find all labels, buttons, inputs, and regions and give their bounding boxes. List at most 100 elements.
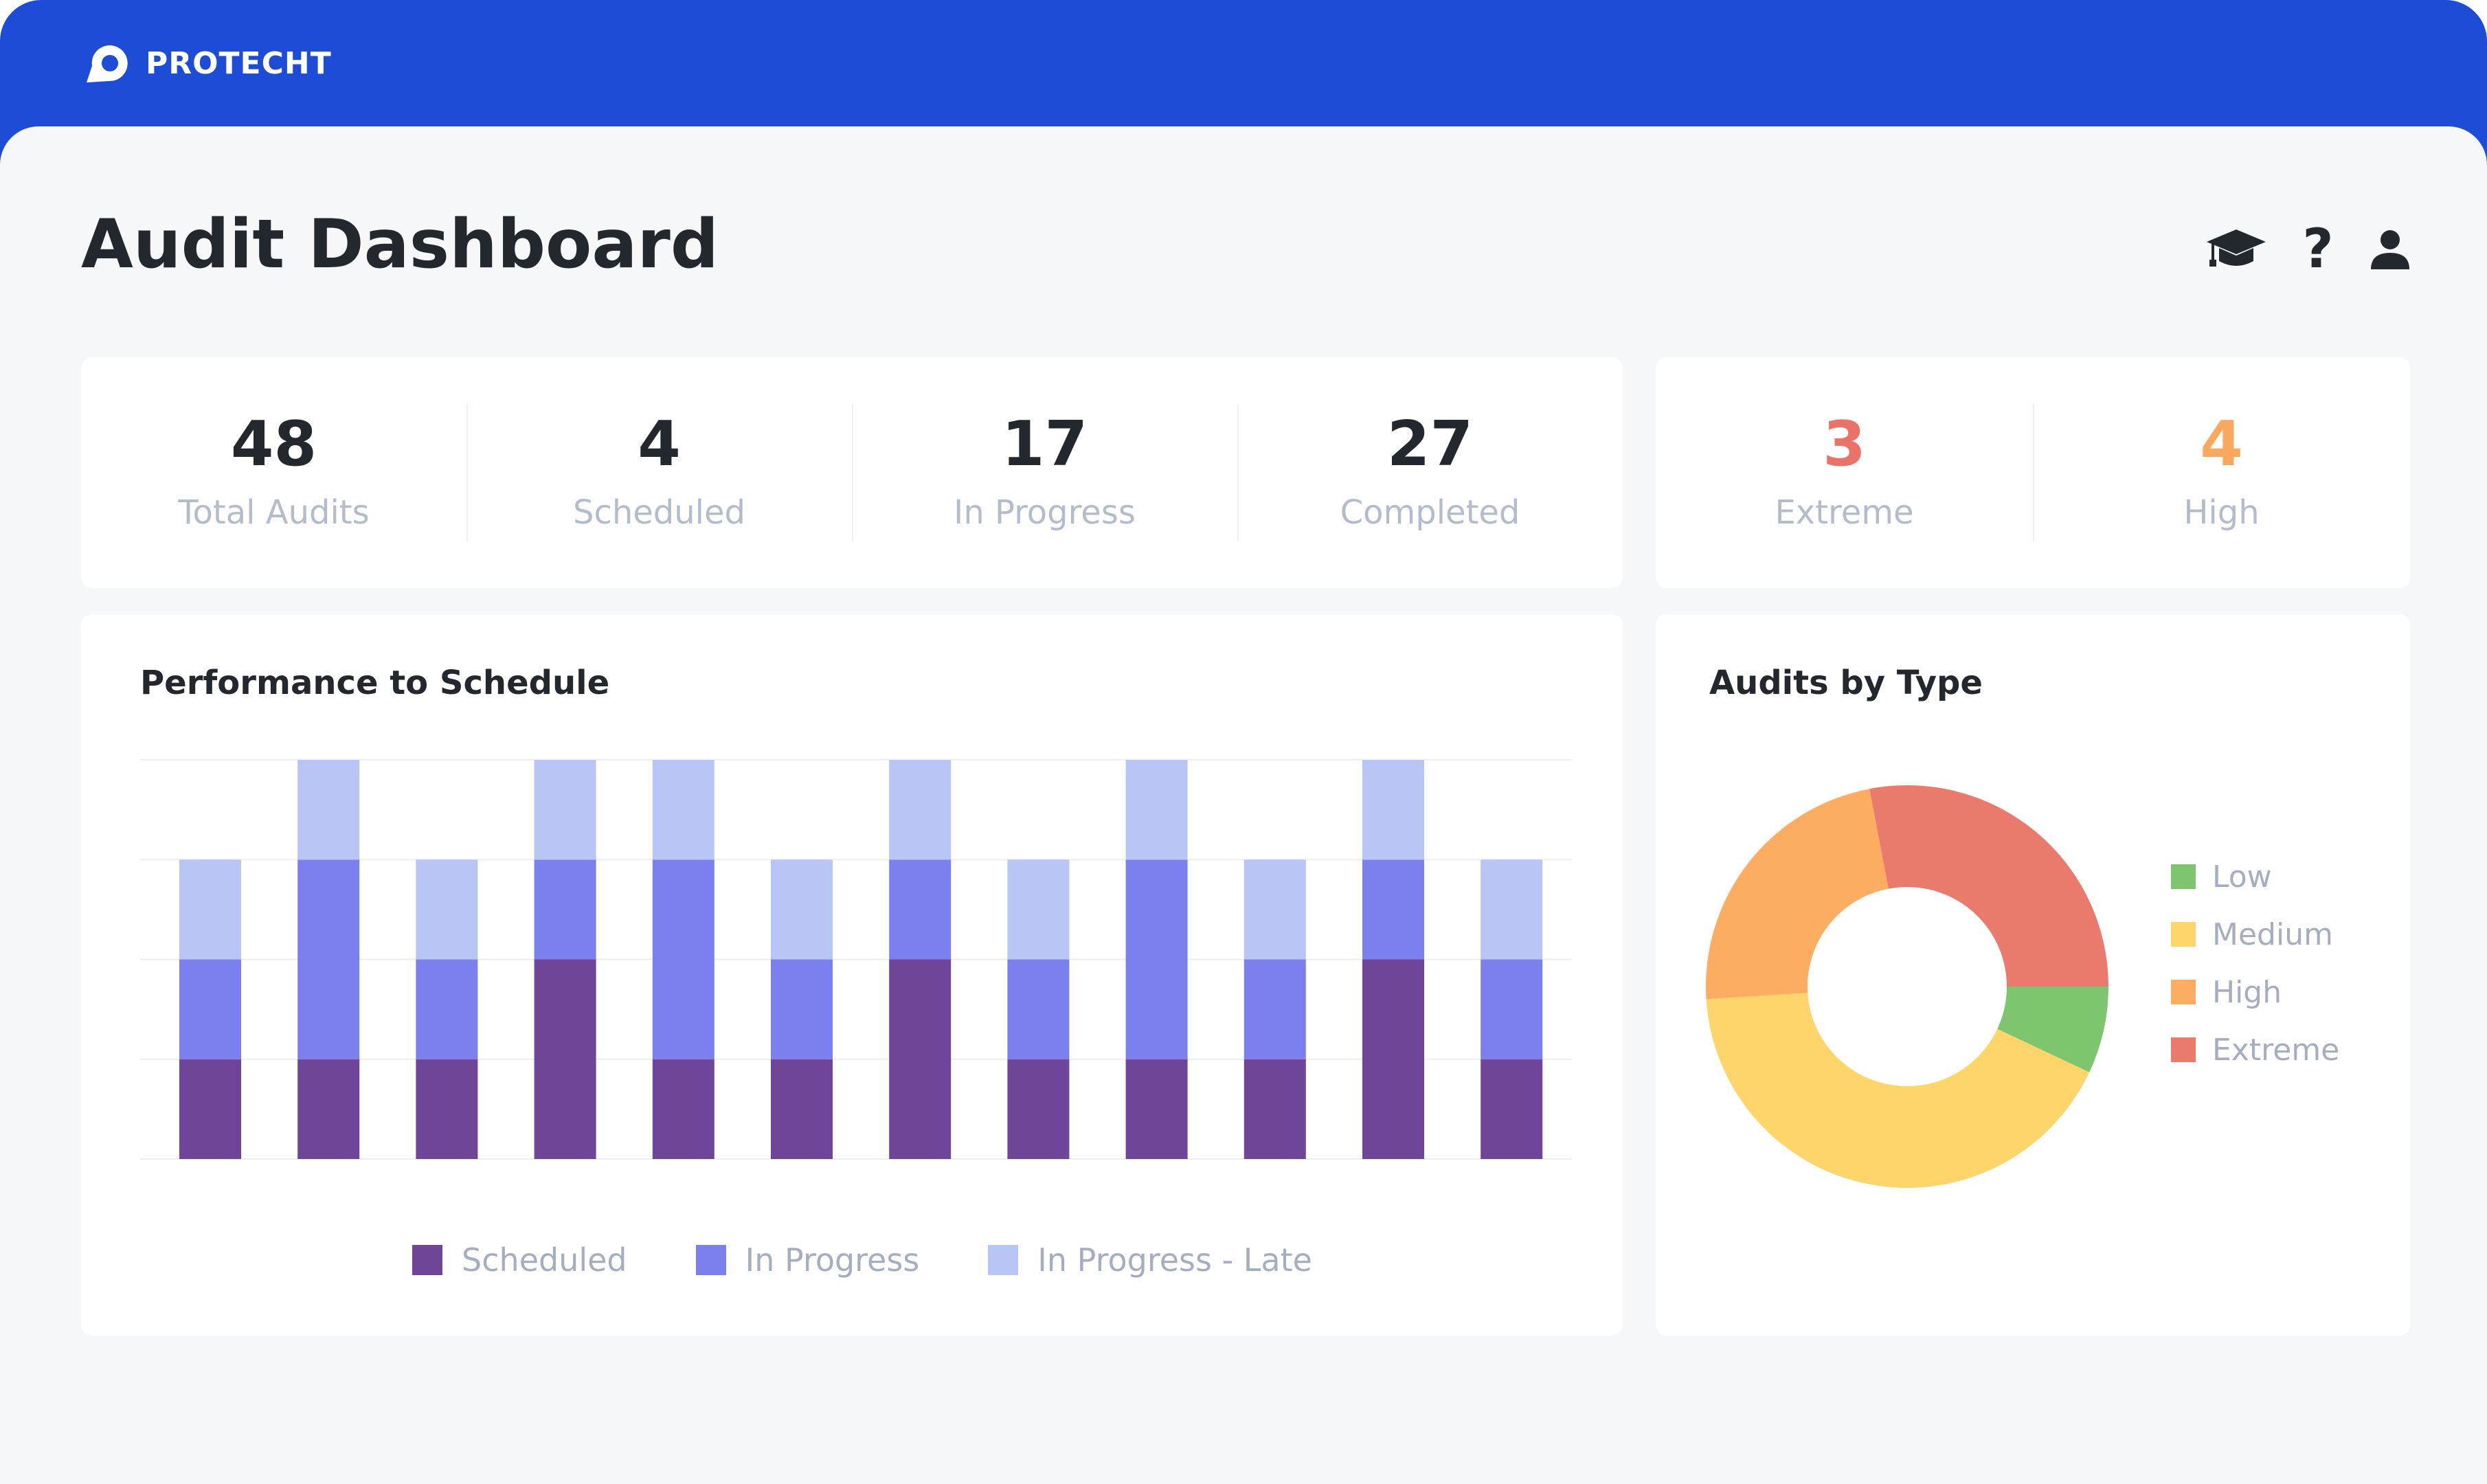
stacked-bar-chart [140, 759, 1572, 1160]
bar-segment-scheduled[interactable] [652, 1059, 714, 1159]
donut-slice-medium[interactable] [1706, 993, 2090, 1188]
bar-segment-in-progress[interactable] [1244, 959, 1306, 1059]
donut-slice-extreme[interactable] [1869, 785, 2108, 987]
page-title: Audit Dashboard [81, 205, 719, 284]
bar-segment-in-progress-late[interactable] [652, 760, 714, 860]
legend-swatch [2171, 864, 2196, 889]
audit-summary-card: 48 Total Audits 4 Scheduled 17 In Progre… [81, 357, 1623, 588]
bar-segment-scheduled[interactable] [297, 1059, 360, 1159]
header-actions: ? [2175, 218, 2411, 280]
stat-divider [2033, 404, 2034, 541]
stat-in-progress[interactable]: 17 In Progress [852, 357, 1237, 588]
legend-item-extreme[interactable]: Extreme [2171, 1021, 2339, 1079]
risk-summary-card: 3 Extreme 4 High [1656, 357, 2410, 588]
bar-segment-in-progress[interactable] [179, 959, 241, 1059]
brand-name: PROTECHT [146, 45, 332, 81]
stat-completed[interactable]: 27 Completed [1237, 357, 1623, 588]
donut-slice-high[interactable] [1706, 789, 1889, 1000]
bar-chart-legend: Scheduled In Progress In Progress - Late [81, 1238, 1623, 1282]
bar-segment-in-progress[interactable] [1481, 959, 1543, 1059]
bar-segment-in-progress-late[interactable] [534, 760, 596, 860]
bar-segment-in-progress-late[interactable] [771, 859, 833, 960]
legend-swatch [695, 1245, 726, 1275]
bar-segment-in-progress[interactable] [1007, 959, 1070, 1059]
legend-label: Scheduled [462, 1241, 627, 1279]
legend-item-scheduled[interactable]: Scheduled [412, 1241, 627, 1279]
legend-label: Extreme [2212, 1032, 2340, 1068]
bar-segment-in-progress[interactable] [1362, 859, 1424, 960]
legend-item-low[interactable]: Low [2171, 848, 2339, 906]
bar-segment-scheduled[interactable] [534, 959, 596, 1160]
bar-segment-in-progress[interactable] [416, 959, 478, 1059]
stat-total-audits[interactable]: 48 Total Audits [81, 357, 466, 588]
legend-item-in-progress-late[interactable]: In Progress - Late [988, 1241, 1312, 1279]
bar-segment-in-progress-late[interactable] [1007, 859, 1070, 960]
legend-item-high[interactable]: High [2171, 963, 2339, 1021]
legend-swatch [2171, 922, 2196, 947]
legend-label: High [2212, 974, 2282, 1010]
bar-segment-scheduled[interactable] [1007, 1059, 1070, 1159]
bar-segment-in-progress[interactable] [534, 859, 596, 960]
bar-segment-in-progress-late[interactable] [1244, 859, 1306, 960]
stat-label: High [2183, 493, 2260, 532]
stat-value: 4 [638, 408, 681, 480]
legend-swatch [2171, 1037, 2196, 1062]
bar-segment-scheduled[interactable] [1481, 1059, 1543, 1159]
bar-segment-in-progress-late[interactable] [1481, 859, 1543, 960]
legend-item-in-progress[interactable]: In Progress [695, 1241, 920, 1279]
protecht-logo-icon [87, 45, 128, 82]
bar-segment-in-progress[interactable] [771, 959, 833, 1059]
stat-value: 27 [1386, 408, 1474, 480]
stat-value: 4 [2200, 408, 2243, 480]
bar-segment-scheduled[interactable] [179, 1059, 241, 1159]
bar-segment-in-progress-late[interactable] [179, 859, 241, 960]
audits-by-type-card: Audits by Type Low Medium High Extreme [1656, 614, 2410, 1336]
legend-swatch [988, 1245, 1019, 1275]
stat-label: Completed [1340, 493, 1520, 532]
bar-segment-scheduled[interactable] [1125, 1059, 1188, 1159]
bar-segment-scheduled[interactable] [1362, 959, 1424, 1160]
stat-scheduled[interactable]: 4 Scheduled [466, 357, 852, 588]
stat-divider [1237, 404, 1239, 541]
legend-swatch [412, 1245, 443, 1275]
user-icon[interactable] [2369, 228, 2411, 271]
card-title: Performance to Schedule [140, 664, 610, 702]
stat-value: 3 [1823, 408, 1866, 480]
stat-divider [466, 404, 468, 541]
bar-segment-in-progress[interactable] [652, 859, 714, 1059]
legend-label: In Progress - Late [1037, 1241, 1312, 1279]
bar-segment-in-progress-late[interactable] [1125, 760, 1188, 860]
donut-slice-low[interactable] [1997, 987, 2108, 1072]
bar-segment-in-progress[interactable] [1125, 859, 1188, 1059]
legend-item-medium[interactable]: Medium [2171, 906, 2339, 963]
bar-segment-in-progress-late[interactable] [297, 760, 360, 860]
stat-extreme[interactable]: 3 Extreme [1656, 357, 2033, 588]
stat-label: Extreme [1775, 493, 1914, 532]
stat-divider [852, 404, 853, 541]
bar-segment-in-progress-late[interactable] [416, 859, 478, 960]
legend-label: In Progress [745, 1241, 920, 1279]
bar-segment-scheduled[interactable] [771, 1059, 833, 1159]
bar-segment-in-progress[interactable] [889, 859, 952, 960]
bar-segment-scheduled[interactable] [889, 959, 952, 1160]
card-title: Audits by Type [1709, 664, 1983, 702]
legend-label: Low [2212, 859, 2272, 895]
bar-segment-scheduled[interactable] [416, 1059, 478, 1159]
donut-chart [1706, 785, 2108, 1188]
brand[interactable]: PROTECHT [81, 41, 332, 85]
bar-segment-in-progress-late[interactable] [889, 760, 952, 860]
stat-value: 17 [1001, 408, 1088, 480]
performance-to-schedule-card: Performance to Schedule Scheduled In Pro… [81, 614, 1623, 1336]
legend-swatch [2171, 980, 2196, 1004]
stat-label: Scheduled [572, 493, 746, 532]
graduation-cap-icon[interactable] [2205, 225, 2267, 273]
stat-high[interactable]: 4 High [2033, 357, 2410, 588]
legend-label: Medium [2212, 917, 2333, 952]
donut-chart-legend: Low Medium High Extreme [2171, 848, 2339, 1079]
bar-segment-scheduled[interactable] [1244, 1059, 1306, 1159]
bar-segment-in-progress[interactable] [297, 859, 360, 1059]
help-icon[interactable]: ? [2302, 218, 2334, 280]
stat-label: In Progress [954, 493, 1136, 532]
bar-segment-in-progress-late[interactable] [1362, 760, 1424, 860]
